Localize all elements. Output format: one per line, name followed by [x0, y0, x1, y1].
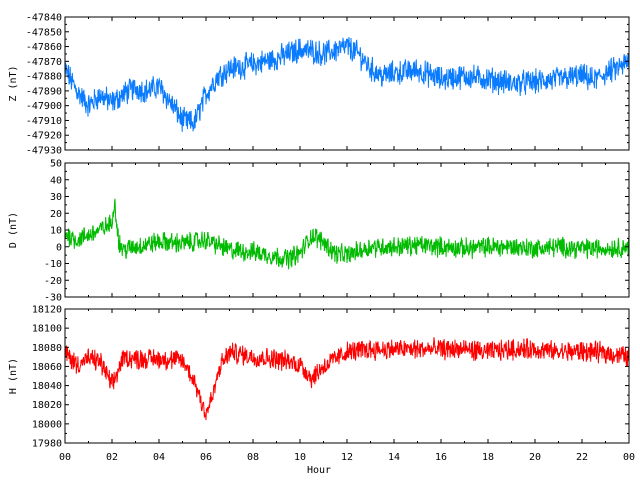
y-axis-label: D (nT): [8, 212, 19, 248]
y-tick-label: -10: [44, 259, 62, 270]
y-tick-label: -47880: [26, 72, 62, 83]
x-tick-label: 20: [529, 452, 541, 463]
x-tick-label: 00: [623, 452, 635, 463]
y-tick-label: -30: [44, 293, 62, 304]
y-tick-label: -47910: [26, 116, 62, 127]
x-tick-label: 18: [482, 452, 494, 463]
y-tick-label: 18040: [32, 381, 62, 392]
x-tick-label: 14: [388, 452, 400, 463]
x-tick-label: 04: [153, 452, 165, 463]
y-tick-label: 18020: [32, 400, 62, 411]
y-tick-label: -47860: [26, 42, 62, 53]
x-tick-label: 00: [59, 452, 71, 463]
y-tick-label: 10: [50, 226, 62, 237]
y-tick-label: 30: [50, 192, 62, 203]
panel-3: 18120 18100 18080 18060 18040 18020 18000 17980…: [8, 305, 630, 450]
y-tick-label: 50: [50, 159, 62, 170]
y-tick-label: 40: [50, 175, 62, 186]
x-tick-label: 22: [576, 452, 588, 463]
y-tick-label: -47840: [26, 13, 62, 24]
y-axis-label: Z (nT): [8, 65, 19, 101]
x-tick-label: 02: [106, 452, 118, 463]
x-tick-label: 08: [247, 452, 259, 463]
x-tick-label: 16: [435, 452, 447, 463]
x-tick-label: 12: [341, 452, 353, 463]
series-line-1: [65, 36, 629, 132]
y-tick-label: -47920: [26, 131, 62, 142]
x-tick-label: 06: [200, 452, 212, 463]
y-tick-label: -47890: [26, 86, 62, 97]
y-tick-label: 20: [50, 209, 62, 220]
panel-2: 50 40 30 20 10 0 -10 -20 -30 D (nT): [8, 159, 630, 304]
y-tick-label: 18000: [32, 419, 62, 430]
y-tick-label: -20: [44, 276, 62, 287]
y-tick-label: -47870: [26, 57, 62, 68]
y-tick-label: 17980: [32, 439, 62, 450]
y-axis-label: H (nT): [8, 358, 19, 394]
series-line-2: [65, 198, 629, 270]
panel-1: -47840 -47850 -47860 -47870 -47880 -47890 -479…: [8, 13, 630, 157]
y-tick-label: -47900: [26, 101, 62, 112]
y-tick-label: 18060: [32, 362, 62, 373]
series-line-3: [65, 337, 629, 421]
y-tick-label: 0: [56, 242, 62, 253]
y-tick-label: 18120: [32, 305, 62, 316]
y-tick-label: 18100: [32, 324, 62, 335]
plot-frame: [64, 162, 630, 298]
y-tick-label: 18080: [32, 343, 62, 354]
y-tick-label: -47930: [26, 146, 62, 157]
y-tick-label: -47850: [26, 27, 62, 38]
x-tick-label: 10: [294, 452, 306, 463]
plot-frame: [64, 308, 630, 444]
x-axis-label: Hour: [307, 465, 331, 476]
